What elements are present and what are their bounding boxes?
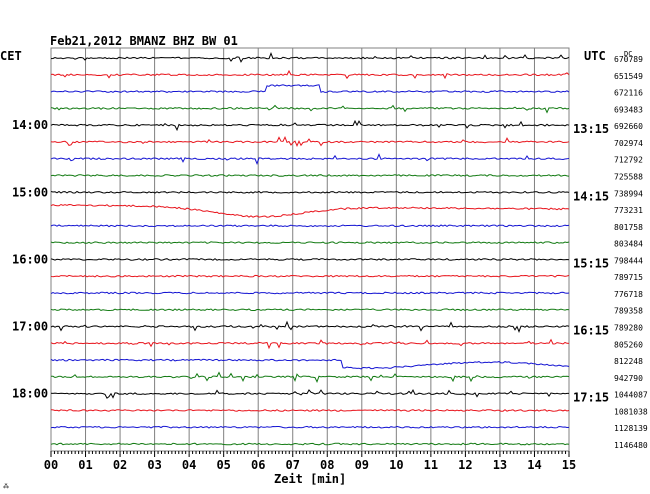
x-tick-label: 09	[355, 458, 369, 472]
utc-time-label: 16:15	[573, 324, 609, 338]
trace-row-23	[50, 442, 570, 446]
trace-rows	[50, 52, 570, 446]
dc-value-label: 1044087	[614, 391, 648, 400]
utc-time-label: 15:15	[573, 256, 609, 270]
row-labels: 670789 651549 672116 693483 692660 14:00 13:15…	[12, 55, 648, 450]
trace-row-19	[50, 371, 570, 383]
dc-value-label: 692660	[614, 122, 643, 131]
dc-value-label: 789358	[614, 307, 643, 316]
x-tick-label: 01	[78, 458, 92, 472]
dc-value-label: 801758	[614, 223, 643, 232]
dc-value-label: 776718	[614, 290, 643, 299]
x-tick-label: 15	[562, 458, 576, 472]
trace-row-4	[50, 119, 570, 132]
x-tick-label: 04	[182, 458, 196, 472]
trace-row-10	[50, 224, 570, 228]
trace-row-2	[50, 84, 570, 93]
dc-value-label: 651549	[614, 72, 643, 81]
dc-value-label: 798444	[614, 256, 643, 265]
trace-row-17	[50, 338, 570, 350]
cet-time-label: 18:00	[12, 387, 48, 401]
cet-time-label: 16:00	[12, 252, 48, 266]
trace-row-13	[50, 274, 570, 278]
dc-value-label: 670789	[614, 55, 643, 64]
utc-time-label: 14:15	[573, 189, 609, 203]
dc-value-label: 805260	[614, 340, 643, 349]
trace-row-9	[50, 203, 570, 218]
cet-time-label: 17:00	[12, 320, 48, 334]
x-tick-label: 03	[147, 458, 161, 472]
utc-time-label: 17:15	[573, 391, 609, 405]
dc-value-label: 1081038	[614, 407, 648, 416]
x-tick-label: 00	[44, 458, 58, 472]
dc-value-label: 1128139	[614, 424, 648, 433]
trace-row-5	[50, 135, 570, 147]
trace-row-6	[50, 153, 570, 165]
dc-value-label: 803484	[614, 240, 643, 249]
dc-value-label: 1146480	[614, 441, 648, 450]
dc-value-label: 773231	[614, 206, 643, 215]
x-tick-label: 06	[251, 458, 265, 472]
x-tick-label: 08	[320, 458, 334, 472]
x-tick-label: 13	[493, 458, 507, 472]
trace-row-16	[50, 320, 570, 334]
dc-value-label: 693483	[614, 105, 643, 114]
trace-row-20	[50, 389, 569, 399]
trace-row-8	[50, 190, 570, 194]
x-tick-label: 12	[458, 458, 472, 472]
x-tick-label: 11	[424, 458, 438, 472]
trace-row-11	[50, 241, 570, 244]
trace-row-3	[50, 104, 570, 114]
x-tick-label: 07	[286, 458, 300, 472]
trace-row-14	[50, 291, 570, 295]
grid	[50, 47, 570, 452]
x-axis: 00 01 02 03 04 05 06 07 08 09 10 11 12 13 14 15	[44, 451, 576, 472]
dc-value-label: 712792	[614, 156, 643, 165]
x-tick-label: 14	[527, 458, 541, 472]
trace-row-0	[50, 52, 570, 63]
x-axis-label: Zeit [min]	[274, 472, 346, 486]
footer-mark: ⁂	[3, 483, 9, 490]
trace-row-18	[50, 358, 570, 370]
dc-value-label: 812248	[614, 357, 643, 366]
x-tick-label: 10	[389, 458, 403, 472]
dc-label: DC	[624, 50, 632, 58]
trace-row-22	[50, 425, 570, 429]
dc-value-label: 789280	[614, 324, 643, 333]
cet-time-label: 15:00	[12, 185, 48, 199]
trace-row-12	[50, 258, 570, 261]
trace-row-15	[50, 308, 570, 312]
chart-title: Feb21,2012 BMANZ BHZ BW 01	[50, 34, 238, 48]
trace-row-1	[50, 69, 570, 80]
x-tick-label: 05	[216, 458, 230, 472]
dc-value-label: 702974	[614, 139, 643, 148]
dc-value-label: 725588	[614, 172, 643, 181]
cet-timezone-label: CET	[0, 49, 22, 63]
dc-value-label: 942790	[614, 374, 643, 383]
dc-value-label: 738994	[614, 189, 643, 198]
trace-row-21	[50, 409, 570, 412]
cet-time-label: 14:00	[12, 118, 48, 132]
trace-row-7	[50, 174, 570, 177]
dc-value-label: 672116	[614, 89, 643, 98]
utc-timezone-label: UTC	[584, 49, 606, 63]
dc-value-label: 789715	[614, 273, 643, 282]
utc-time-label: 13:15	[573, 122, 609, 136]
x-tick-label: 02	[113, 458, 127, 472]
